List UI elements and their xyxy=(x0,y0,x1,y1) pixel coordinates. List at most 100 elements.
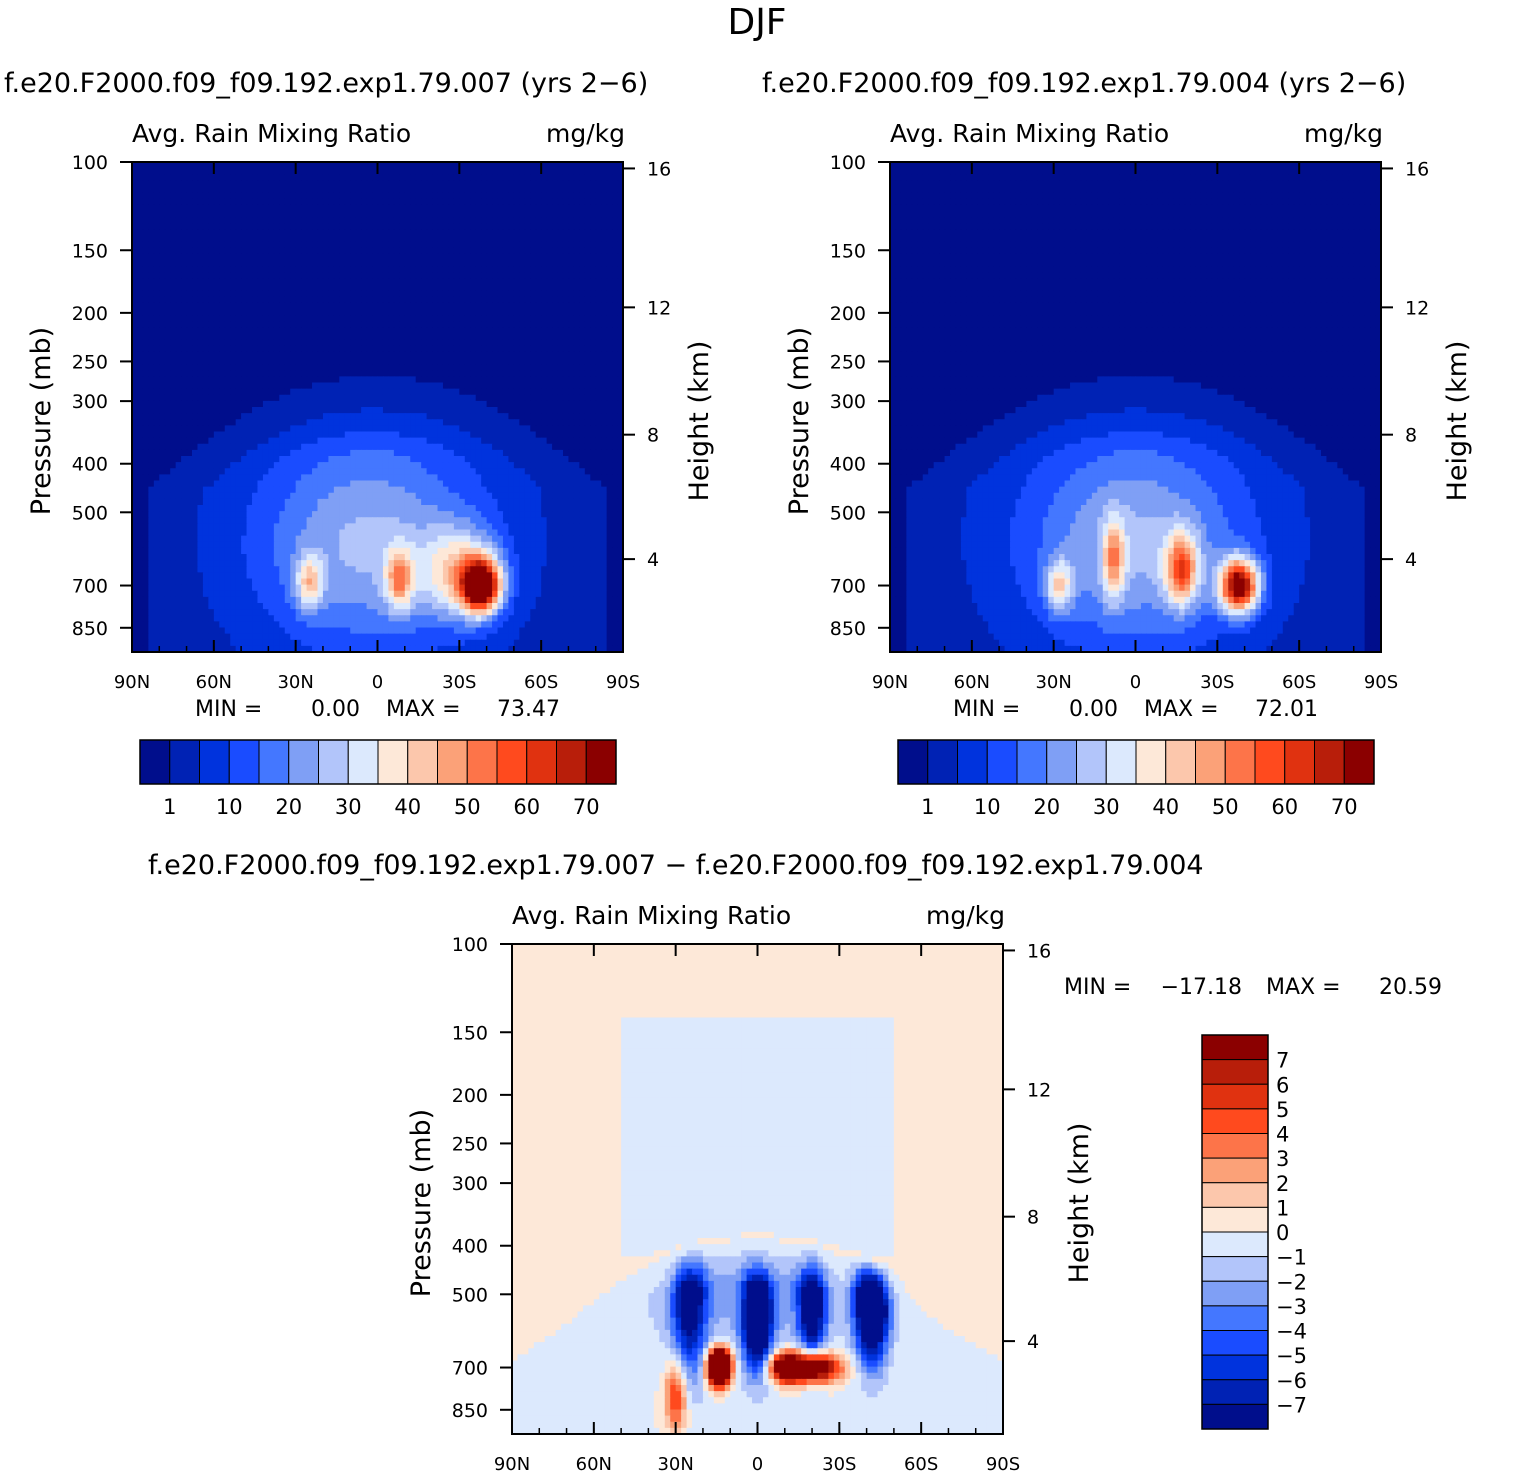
contour-cell xyxy=(584,241,591,249)
contour-cell xyxy=(432,364,439,371)
contour-cell xyxy=(410,266,417,273)
contour-cell xyxy=(481,223,488,230)
contour-cell xyxy=(153,186,160,194)
contour-cell xyxy=(164,443,171,451)
contour-cell xyxy=(148,498,155,506)
contour-cell xyxy=(573,321,580,328)
contour-cell xyxy=(262,370,269,377)
contour-cell xyxy=(246,370,253,377)
contour-cell xyxy=(148,290,155,298)
contour-cell xyxy=(192,437,199,445)
contour-cell xyxy=(475,400,482,408)
contour-cell xyxy=(535,456,542,463)
contour-cell xyxy=(584,370,591,377)
contour-cell xyxy=(573,492,580,500)
contour-cell xyxy=(519,315,526,322)
contour-cell xyxy=(322,223,329,230)
contour-cell xyxy=(475,174,482,181)
contour-cell xyxy=(459,309,466,316)
contour-cell xyxy=(181,217,188,224)
contour-cell xyxy=(410,351,417,359)
contour-cell xyxy=(241,474,248,482)
contour-cell xyxy=(279,278,286,286)
contour-cell xyxy=(606,272,613,279)
contour-cell xyxy=(246,413,253,420)
contour-cell xyxy=(584,192,591,200)
contour-cell xyxy=(164,376,171,384)
contour-cell xyxy=(186,253,193,261)
contour-cell xyxy=(295,284,302,292)
contour-cell xyxy=(404,462,411,469)
contour-cell xyxy=(448,394,455,402)
contour-cell xyxy=(252,333,259,341)
contour-cell xyxy=(213,370,220,377)
contour-cell xyxy=(290,492,297,500)
contour-cell xyxy=(235,272,242,279)
contour-cell xyxy=(295,217,302,224)
contour-cell xyxy=(584,333,591,341)
contour-cell xyxy=(502,198,510,206)
contour-cell xyxy=(213,394,220,402)
contour-cell xyxy=(612,364,619,371)
contour-cell xyxy=(361,321,368,328)
contour-cell xyxy=(322,315,329,322)
contour-cell xyxy=(164,272,171,279)
contour-cell xyxy=(279,339,286,347)
contour-cell xyxy=(579,382,586,390)
contour-cell xyxy=(432,394,439,402)
contour-cell xyxy=(464,180,471,188)
contour-cell xyxy=(372,474,379,482)
contour-cell xyxy=(584,407,591,414)
contour-cell xyxy=(306,492,313,500)
contour-cell xyxy=(432,278,439,286)
contour-cell xyxy=(584,358,591,365)
contour-cell xyxy=(404,174,411,181)
contour-cell xyxy=(317,321,324,328)
contour-cell xyxy=(208,351,215,359)
contour-cell xyxy=(421,462,428,469)
contour-cell xyxy=(453,486,460,494)
contour-cell xyxy=(470,272,477,279)
contour-cell xyxy=(442,419,450,426)
contour-cell xyxy=(573,425,580,433)
contour-cell xyxy=(186,327,193,335)
contour-cell xyxy=(202,400,209,408)
contour-cell xyxy=(328,217,335,224)
contour-cell xyxy=(175,296,182,304)
contour-cell xyxy=(579,241,586,249)
contour-cell xyxy=(170,492,177,500)
contour-cell xyxy=(262,302,269,310)
contour-cell xyxy=(470,180,477,188)
contour-cell xyxy=(137,284,144,292)
contour-cell xyxy=(312,302,319,310)
contour-cell xyxy=(142,321,149,328)
contour-cell xyxy=(306,296,313,304)
contour-cell xyxy=(322,498,329,506)
contour-cell xyxy=(159,456,166,463)
contour-cell xyxy=(262,364,269,371)
contour-cell xyxy=(213,474,220,482)
contour-cell xyxy=(202,431,209,439)
contour-cell xyxy=(148,174,155,181)
contour-cell xyxy=(208,345,215,353)
contour-cell xyxy=(535,345,542,353)
contour-cell xyxy=(317,272,324,279)
contour-cell xyxy=(235,309,242,316)
contour-cell xyxy=(197,462,204,469)
contour-cell xyxy=(164,278,171,286)
contour-cell xyxy=(562,364,570,371)
contour-cell xyxy=(137,333,144,341)
contour-cell xyxy=(230,480,237,488)
contour-cell xyxy=(208,278,215,286)
contour-cell xyxy=(426,437,433,445)
contour-cell xyxy=(181,425,188,433)
contour-cell xyxy=(421,376,428,384)
contour-cell xyxy=(159,468,166,475)
contour-cell xyxy=(153,351,160,359)
contour-cell xyxy=(617,339,624,347)
contour-cell xyxy=(497,327,504,335)
contour-cell xyxy=(410,449,417,457)
contour-cell xyxy=(421,204,428,212)
contour-cell xyxy=(268,290,275,298)
contour-cell xyxy=(262,211,269,218)
